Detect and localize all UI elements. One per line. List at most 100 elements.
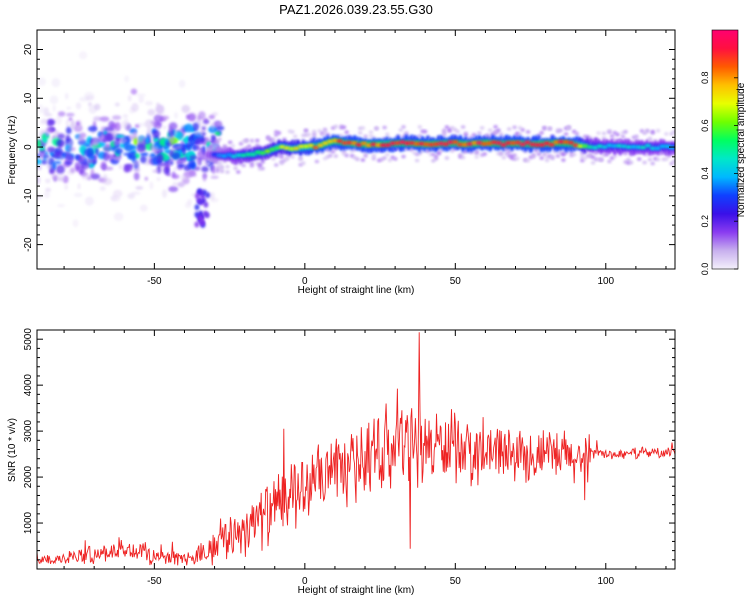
colorbar-label: Normalized spectral amplitude [736,82,747,217]
heatmap-cell [655,128,661,133]
heatmap-cell [198,215,204,222]
heatmap-cell [79,51,88,60]
heatmap-cell [199,189,205,196]
heatmap-cell [38,149,47,158]
heatmap-cell [131,102,139,112]
heatmap-cell [479,126,485,130]
heatmap-cell [417,134,422,138]
heatmap-cell [211,112,219,116]
heatmap-cell [398,128,403,132]
heatmap-cell [139,204,148,212]
heatmap-cell [590,155,596,159]
heatmap-cell [56,173,65,180]
heatmap-cell [404,141,411,145]
heatmap-cell [249,152,257,157]
y-tick-label: 4000 [23,374,34,397]
heatmap-cell [500,143,507,147]
heatmap-cell [642,160,647,165]
heatmap-cell [132,130,138,140]
heatmap-cell [279,161,284,165]
heatmap-cell [635,145,642,149]
heatmap-cell [225,164,230,169]
heatmap-cell [344,153,349,158]
heatmap-cell [607,159,612,164]
heatmap-cell [181,140,184,146]
heatmap-cell [284,156,290,160]
y-tick-label: 5000 [23,328,34,351]
heatmap-cell [561,158,566,162]
heatmap-cell [274,146,281,150]
heatmap-cell [312,132,317,137]
heatmap-cell [113,212,124,221]
heatmap-cell [481,142,488,146]
heatmap-cell [178,79,186,88]
heatmap-cell [75,154,80,160]
heatmap-cell [54,160,62,165]
heatmap-cell [163,149,172,154]
top-y-axis: -20 -10 0 10 20 [23,44,675,252]
heatmap-cell [70,119,76,129]
heatmap-cell [124,75,129,83]
heatmap-cell [99,186,106,191]
heatmap-cell [498,152,504,157]
heatmap-cell [249,138,255,143]
heatmap-cell [360,126,366,130]
heatmap-cell [574,131,580,136]
heatmap-cell [428,142,435,147]
heatmap-cell [136,122,147,127]
heatmap-cell [417,125,422,129]
heatmap-cell [346,140,353,145]
heatmap-cell [358,131,363,135]
heatmap-cell [37,104,44,114]
heatmap-cell [161,115,170,120]
heatmap-cell [64,155,75,163]
colorbar-tick-label: 0.6 [700,119,710,132]
heatmap-cell [43,107,50,117]
heatmap-cell [460,155,466,160]
heatmap-cell [187,163,196,169]
x-tick-label: 50 [450,276,462,287]
heatmap-cell [566,126,571,130]
heatmap-cell [669,161,674,166]
heatmap-cell [550,156,555,161]
heatmap-cell [355,157,360,161]
heatmap-cell [271,157,276,161]
heatmap-cell [567,140,575,145]
heatmap-cell [77,183,81,190]
heatmap-cell [447,140,454,144]
heatmap-cell [433,154,439,159]
heatmap-cell [94,103,101,111]
heatmap-cell [493,125,498,129]
heatmap-cell [233,166,238,170]
heatmap-cell [103,143,112,153]
heatmap-cell [461,142,469,147]
snr-series-line [37,332,675,566]
heatmap-cell [538,143,546,147]
heatmap-cell [514,140,522,145]
heatmap-cell [106,154,115,160]
heatmap-cell [474,151,479,155]
heatmap-cell [639,145,647,150]
heatmap-cell [558,140,565,144]
heatmap-cell [57,133,66,140]
heatmap-cell [65,118,69,128]
heatmap-cell [620,134,626,139]
heatmap-cell [444,156,450,160]
heatmap-cell [498,132,504,137]
heatmap-cell [330,150,336,154]
heatmap-cell [365,143,372,148]
heatmap-cell [194,221,200,228]
heatmap-cell [95,147,99,157]
heatmap-cell [112,189,123,198]
y-tick-label: 0 [23,144,34,150]
x-tick-label: -50 [147,576,162,587]
heatmap-cell [144,176,148,181]
top-x-axis-label: Height of straight line (km) [298,285,415,296]
heatmap-cell [650,129,655,134]
heatmap-cell [80,161,90,170]
y-tick-label: 10 [23,92,34,104]
heatmap-cell [408,141,416,145]
heatmap-cell [326,139,334,144]
heatmap-cell [596,144,603,148]
heatmap-cell [133,167,140,173]
